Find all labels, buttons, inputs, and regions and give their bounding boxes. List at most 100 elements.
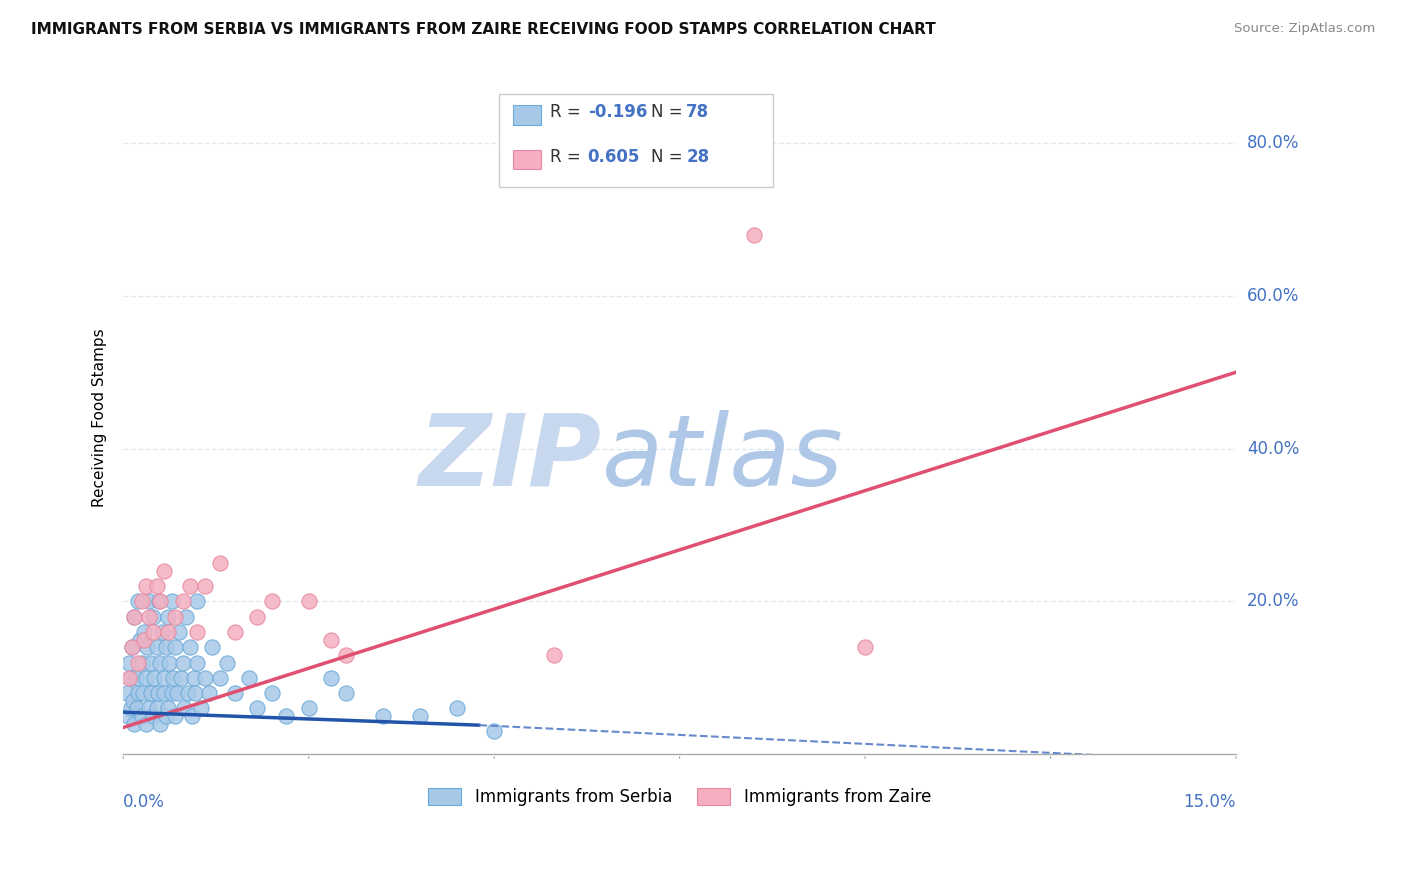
Point: [138, 609, 160, 624]
Point: [190, 701, 212, 715]
Text: ZIP: ZIP: [419, 410, 602, 507]
Point: [194, 579, 217, 593]
Text: R =: R =: [550, 148, 586, 166]
Point: [217, 656, 239, 670]
Text: 28: 28: [686, 148, 709, 166]
Point: [319, 671, 342, 685]
Point: [160, 686, 183, 700]
Y-axis label: Receiving Food Stamps: Receiving Food Stamps: [93, 329, 107, 508]
Point: [142, 609, 165, 624]
Text: R =: R =: [550, 103, 586, 121]
Point: [121, 640, 143, 655]
Point: [177, 686, 200, 700]
Point: [145, 640, 167, 655]
Point: [125, 671, 148, 685]
Text: 80.0%: 80.0%: [1247, 134, 1299, 152]
Point: [186, 656, 208, 670]
Point: [121, 640, 143, 655]
Point: [127, 656, 149, 670]
Point: [167, 624, 190, 639]
Point: [127, 686, 149, 700]
Point: [183, 671, 205, 685]
Point: [155, 709, 177, 723]
Point: [118, 671, 141, 685]
Point: [136, 640, 159, 655]
Point: [224, 686, 246, 700]
Point: [246, 701, 269, 715]
Point: [141, 656, 163, 670]
Point: [132, 686, 155, 700]
Point: [142, 709, 165, 723]
Point: [156, 624, 179, 639]
Text: 0.0%: 0.0%: [124, 793, 165, 811]
Point: [298, 594, 321, 608]
Point: [179, 640, 201, 655]
Text: 20.0%: 20.0%: [1247, 592, 1299, 610]
Text: N =: N =: [651, 103, 688, 121]
Point: [186, 594, 208, 608]
Point: [145, 579, 167, 593]
Point: [170, 671, 193, 685]
Point: [124, 609, 146, 624]
Point: [138, 701, 160, 715]
Point: [150, 624, 173, 639]
Point: [179, 579, 201, 593]
Point: [162, 671, 184, 685]
Text: atlas: atlas: [602, 410, 844, 507]
Point: [224, 624, 246, 639]
Point: [172, 594, 194, 608]
Point: [156, 609, 179, 624]
Text: 0.605: 0.605: [588, 148, 640, 166]
Point: [135, 671, 157, 685]
Point: [165, 609, 187, 624]
Point: [149, 656, 172, 670]
Point: [194, 671, 217, 685]
Text: Source: ZipAtlas.com: Source: ZipAtlas.com: [1234, 22, 1375, 36]
Point: [409, 709, 432, 723]
Point: [319, 632, 342, 647]
Point: [160, 594, 183, 608]
Point: [208, 556, 231, 570]
Point: [853, 640, 876, 655]
Point: [148, 594, 170, 608]
Point: [115, 686, 138, 700]
Point: [132, 632, 155, 647]
Legend: Immigrants from Serbia, Immigrants from Zaire: Immigrants from Serbia, Immigrants from …: [422, 781, 938, 814]
Point: [446, 701, 468, 715]
Text: IMMIGRANTS FROM SERBIA VS IMMIGRANTS FROM ZAIRE RECEIVING FOOD STAMPS CORRELATIO: IMMIGRANTS FROM SERBIA VS IMMIGRANTS FRO…: [31, 22, 935, 37]
Point: [131, 656, 153, 670]
Text: -0.196: -0.196: [588, 103, 647, 121]
Point: [176, 609, 198, 624]
Point: [543, 648, 565, 662]
Point: [482, 724, 505, 739]
Point: [135, 716, 157, 731]
Text: 60.0%: 60.0%: [1247, 287, 1299, 305]
Point: [122, 694, 145, 708]
Text: 78: 78: [686, 103, 709, 121]
Text: 40.0%: 40.0%: [1247, 440, 1299, 458]
Point: [139, 686, 162, 700]
Point: [131, 594, 153, 608]
Point: [371, 709, 394, 723]
Point: [153, 686, 176, 700]
Point: [149, 594, 172, 608]
Point: [335, 686, 357, 700]
Point: [155, 640, 177, 655]
Point: [153, 671, 176, 685]
Point: [260, 594, 283, 608]
Point: [184, 686, 207, 700]
Point: [238, 671, 260, 685]
Point: [208, 671, 231, 685]
Point: [143, 671, 166, 685]
Point: [124, 716, 146, 731]
Point: [156, 701, 179, 715]
Point: [201, 640, 224, 655]
Point: [260, 686, 283, 700]
Point: [127, 594, 149, 608]
Point: [298, 701, 321, 715]
Point: [117, 709, 139, 723]
Text: 15.0%: 15.0%: [1184, 793, 1236, 811]
Point: [138, 594, 160, 608]
Point: [145, 701, 167, 715]
Text: N =: N =: [651, 148, 688, 166]
